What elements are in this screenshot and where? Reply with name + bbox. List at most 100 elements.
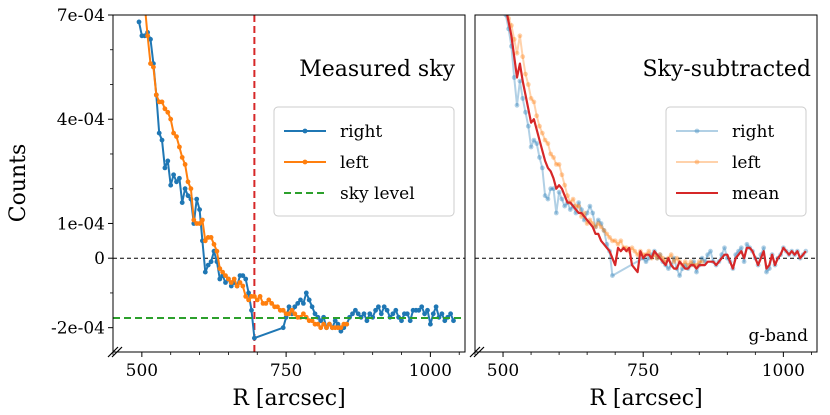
data-point-right — [531, 137, 537, 143]
data-point-right — [197, 207, 203, 213]
data-point-left — [197, 221, 203, 226]
data-point-right — [185, 193, 191, 199]
data-point-right — [202, 269, 208, 275]
data-point-left — [182, 162, 188, 167]
legend-label-sky-level: sky level — [340, 184, 415, 204]
data-point-right — [298, 297, 303, 303]
data-point-right — [422, 311, 427, 317]
data-point-right — [430, 311, 436, 317]
data-point-right — [556, 189, 562, 195]
data-point-right — [243, 276, 249, 282]
data-point-right — [404, 311, 410, 317]
data-point-right — [384, 307, 390, 313]
data-point-right — [677, 273, 682, 278]
data-point-left — [607, 235, 612, 240]
data-point-left — [231, 276, 237, 282]
data-point-left — [177, 144, 182, 150]
data-point-left — [243, 294, 249, 299]
data-point-right — [295, 301, 301, 306]
data-point-left — [220, 269, 226, 275]
data-point-right — [419, 304, 425, 310]
legend-label-left: left — [340, 153, 369, 173]
y-tick-label: 0 — [94, 249, 105, 269]
data-point-left — [537, 123, 542, 129]
data-point-left — [598, 224, 604, 230]
data-point-right — [205, 262, 211, 268]
data-point-right — [171, 172, 177, 178]
data-point-left — [266, 297, 272, 303]
data-point-left — [289, 307, 295, 313]
data-point-right — [528, 144, 534, 150]
data-point-right — [553, 210, 559, 216]
data-point-left — [534, 113, 540, 119]
legend-marker-right — [694, 128, 700, 134]
data-point-right — [177, 175, 182, 181]
legend: right left sky level — [273, 106, 455, 217]
data-point-left — [559, 172, 565, 178]
data-point-right — [738, 245, 744, 251]
data-point-right — [428, 321, 433, 327]
data-point-left — [324, 325, 329, 331]
data-point-left — [525, 82, 531, 87]
data-point-right — [595, 217, 601, 223]
data-point-right — [252, 335, 257, 341]
data-point-right — [442, 318, 448, 324]
data-point-left — [275, 304, 280, 310]
data-point-right — [136, 19, 142, 25]
data-point-left — [223, 273, 228, 278]
data-point-left — [286, 311, 292, 317]
data-point-left — [292, 311, 298, 317]
data-point-left — [570, 196, 576, 202]
data-point-left — [168, 116, 174, 122]
band-annotation: g-band — [749, 326, 809, 346]
data-point-right — [159, 137, 165, 143]
data-point-right — [520, 96, 526, 101]
legend-marker-left — [302, 159, 308, 165]
panel-title: Measured sky — [299, 57, 455, 82]
x-axis-label-right: R [arcsec] — [589, 386, 702, 411]
data-point-right — [208, 259, 214, 265]
data-point-right — [338, 328, 344, 334]
data-point-right — [708, 248, 713, 254]
panel-sky-subtracted: 500 750 1000 Sky-subtracted g-band right le… — [474, 14, 818, 381]
data-point-right — [559, 196, 565, 202]
data-point-left — [520, 54, 526, 60]
y-tick-label: -2e-04 — [51, 319, 105, 339]
data-point-left — [699, 259, 705, 265]
data-point-left — [646, 248, 652, 254]
data-point-right — [223, 280, 228, 285]
data-point-left — [562, 182, 568, 188]
data-point-left — [523, 71, 528, 77]
data-point-left — [142, 2, 147, 7]
data-point-right — [168, 182, 174, 188]
data-point-right — [217, 276, 223, 282]
data-point-right — [610, 273, 615, 278]
data-point-right — [148, 36, 153, 42]
data-point-left — [576, 203, 582, 209]
x-tick-label: 750 — [627, 361, 659, 381]
data-point-left — [671, 259, 677, 265]
data-point-right — [741, 259, 747, 265]
data-point-left — [595, 221, 601, 226]
data-point-left — [612, 238, 618, 244]
x-tick-label: 500 — [487, 361, 519, 381]
data-point-left — [162, 106, 168, 112]
data-point-left — [200, 217, 205, 223]
y-tick-label: 1e-04 — [57, 214, 105, 234]
data-point-left — [551, 155, 556, 160]
y-tick-label: 4e-04 — [57, 110, 105, 130]
data-point-left — [318, 325, 324, 331]
data-point-right — [390, 311, 396, 317]
data-point-left — [344, 321, 350, 327]
panel-title: Sky-subtracted — [642, 57, 811, 82]
data-point-left — [338, 325, 344, 331]
data-point-left — [257, 294, 263, 299]
x-axis-label-left: R [arcsec] — [232, 386, 345, 411]
data-point-right — [542, 193, 548, 199]
legend-marker-left — [694, 159, 700, 165]
data-point-right — [350, 311, 355, 317]
data-point-left — [682, 259, 688, 265]
data-point-right — [761, 245, 767, 251]
data-point-right — [301, 301, 306, 306]
y-tick-label: 7e-04 — [57, 6, 105, 26]
